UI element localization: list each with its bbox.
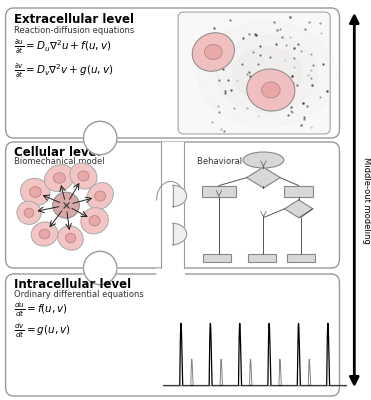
Polygon shape	[247, 167, 280, 188]
FancyBboxPatch shape	[178, 12, 330, 134]
Polygon shape	[173, 185, 187, 207]
Polygon shape	[248, 254, 276, 262]
Ellipse shape	[58, 226, 83, 250]
Ellipse shape	[198, 21, 336, 127]
Polygon shape	[83, 268, 117, 285]
Ellipse shape	[53, 173, 65, 183]
Polygon shape	[285, 200, 313, 218]
Text: Extracellular level: Extracellular level	[14, 13, 134, 26]
Ellipse shape	[243, 152, 284, 168]
Ellipse shape	[204, 44, 222, 60]
FancyBboxPatch shape	[202, 186, 236, 197]
Ellipse shape	[81, 208, 108, 234]
Text: $\frac{\partial v}{\partial t} = D_v\nabla^2 v + g(u,v)$: $\frac{\partial v}{\partial t} = D_v\nab…	[14, 62, 114, 80]
Ellipse shape	[262, 82, 280, 98]
Ellipse shape	[232, 48, 302, 100]
Text: $\frac{\partial u}{\partial t} = D_u\nabla^2 u + f(u,v)$: $\frac{\partial u}{\partial t} = D_u\nab…	[14, 38, 112, 56]
Ellipse shape	[217, 36, 318, 112]
Text: Biomechanical model: Biomechanical model	[14, 157, 105, 166]
Text: Reaction-diffusion equations: Reaction-diffusion equations	[14, 26, 134, 34]
Text: Cellular level: Cellular level	[14, 146, 101, 159]
Ellipse shape	[247, 69, 295, 111]
Polygon shape	[83, 121, 117, 138]
Ellipse shape	[39, 229, 50, 239]
Ellipse shape	[65, 233, 76, 243]
Text: Ordinary differential equations: Ordinary differential equations	[14, 290, 144, 299]
Ellipse shape	[87, 182, 114, 210]
Text: $\frac{du}{dt} = f(u,v)$: $\frac{du}{dt} = f(u,v)$	[14, 301, 68, 319]
Ellipse shape	[20, 178, 50, 206]
Ellipse shape	[89, 216, 100, 226]
Text: $\frac{dv}{dt} = g(u,v)$: $\frac{dv}{dt} = g(u,v)$	[14, 322, 71, 340]
Polygon shape	[157, 182, 185, 200]
Ellipse shape	[53, 192, 79, 218]
Ellipse shape	[31, 222, 58, 246]
Ellipse shape	[29, 186, 41, 198]
Text: Middle-out modeling: Middle-out modeling	[362, 156, 371, 244]
Ellipse shape	[70, 163, 97, 189]
FancyBboxPatch shape	[6, 8, 339, 138]
Polygon shape	[203, 254, 231, 262]
Polygon shape	[157, 269, 185, 288]
Ellipse shape	[24, 208, 34, 218]
FancyBboxPatch shape	[6, 142, 339, 268]
Ellipse shape	[95, 191, 106, 201]
Ellipse shape	[78, 171, 89, 181]
Polygon shape	[173, 223, 187, 245]
Text: Intracellular level: Intracellular level	[14, 278, 131, 291]
FancyBboxPatch shape	[6, 274, 339, 396]
Polygon shape	[287, 254, 315, 262]
Text: Behavioral model: Behavioral model	[197, 157, 270, 166]
Ellipse shape	[17, 201, 41, 224]
Polygon shape	[83, 138, 117, 155]
Ellipse shape	[192, 33, 234, 71]
Ellipse shape	[45, 164, 74, 192]
FancyBboxPatch shape	[284, 186, 313, 197]
Polygon shape	[83, 251, 117, 268]
